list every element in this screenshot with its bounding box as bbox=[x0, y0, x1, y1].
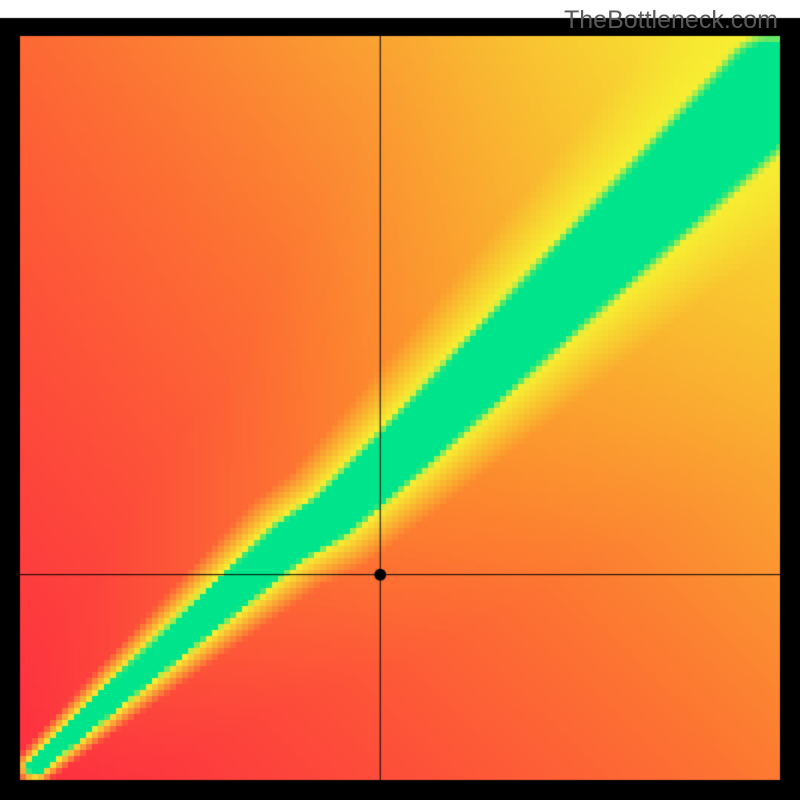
watermark-text: TheBottleneck.com bbox=[564, 6, 778, 35]
bottleneck-heatmap bbox=[0, 0, 800, 800]
